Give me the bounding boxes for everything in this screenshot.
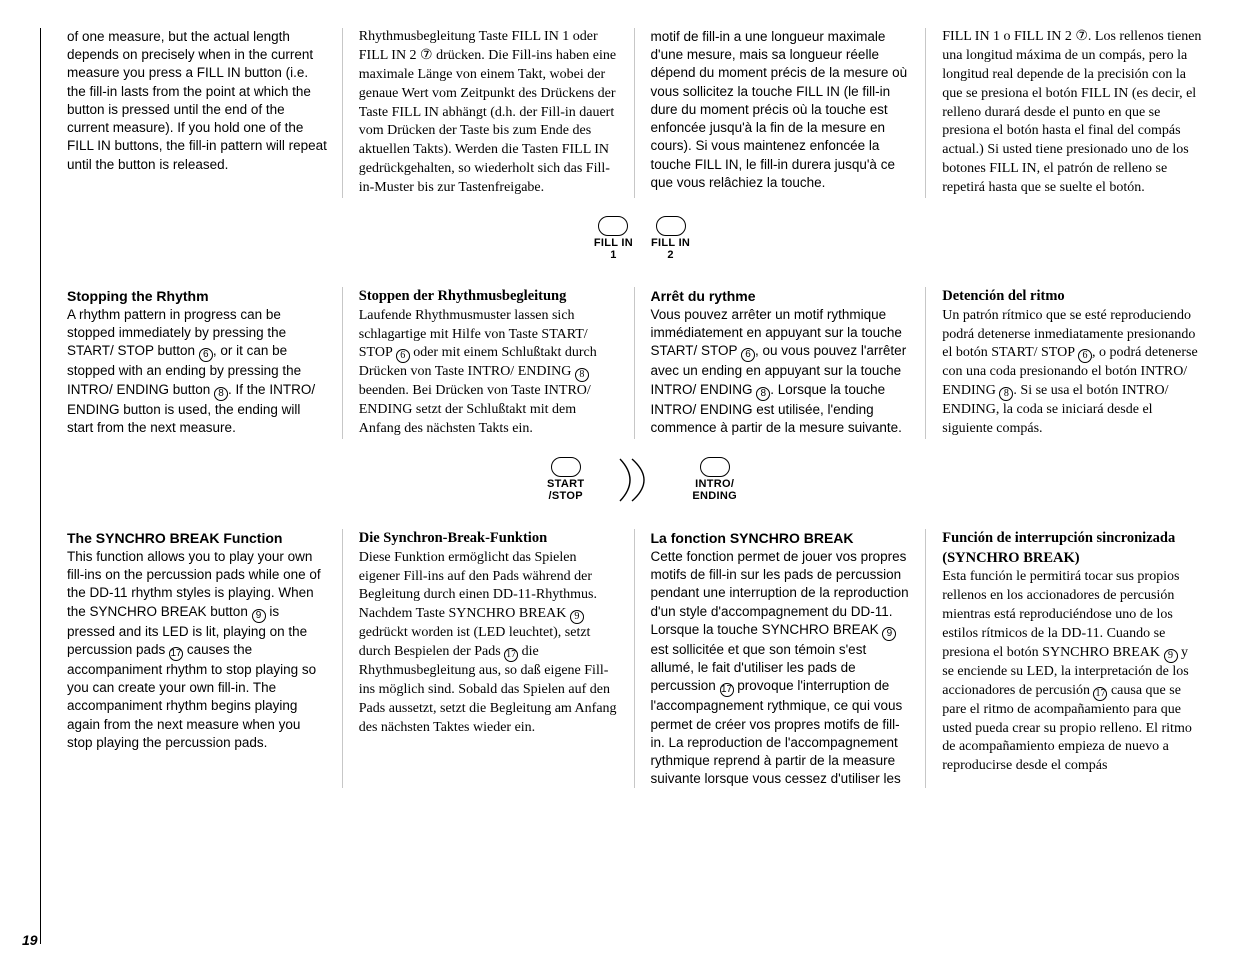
text-fr-3c: provoque l'interruption de l'accompagnem… (651, 678, 903, 786)
button-shape-icon (598, 216, 628, 236)
heading-de-3: Die Synchron-Break-Funktion (359, 529, 620, 549)
start-stop-button-graphic: START /STOP (547, 457, 584, 502)
circled-17-icon: 17 (1093, 687, 1107, 701)
heading-en-2: Stopping the Rhythm (67, 287, 328, 306)
col-fr-1: motif de fill-in a une longueur maximale… (651, 28, 927, 198)
figure-fill-in-buttons: FILL IN 1 FILL IN 2 (67, 216, 1217, 261)
fillin1-label-top: FILL IN (594, 237, 633, 249)
section-synchro-row: The SYNCHRO BREAK Function This function… (67, 529, 1217, 788)
col-es-2: Detención del ritmo Un patrón rítmico qu… (942, 287, 1217, 439)
circled-17-icon: 17 (169, 647, 183, 661)
text-en-3c: causes the accompaniment rhythm to stop … (67, 642, 316, 750)
button-shape-icon (700, 457, 730, 477)
circled-6-icon: 6 (741, 348, 755, 362)
heading-fr-2: Arrêt du rythme (651, 287, 912, 306)
circled-8-icon: 8 (214, 387, 228, 401)
section-stopping-row: Stopping the Rhythm A rhythm pattern in … (67, 287, 1217, 439)
section-fill-in-row: of one measure, but the actual length de… (67, 28, 1217, 198)
circled-6-icon: 6 (396, 349, 410, 363)
col-fr-3: La fonction SYNCHRO BREAK Cette fonction… (651, 529, 927, 788)
col-en-3: The SYNCHRO BREAK Function This function… (67, 529, 343, 788)
fill-in-1-button-graphic: FILL IN 1 (594, 216, 633, 261)
text-fr-1: motif de fill-in a une longueur maximale… (651, 29, 908, 190)
circled-17-icon: 17 (504, 648, 518, 662)
col-es-3: Función de interrupción sincronizada (SY… (942, 529, 1217, 788)
col-de-1: Rhythmusbegleitung Taste FILL IN 1 oder … (359, 28, 635, 198)
text-de-3b: gedrückt worden ist (LED leuchtet), setz… (359, 625, 591, 659)
col-fr-2: Arrêt du rythme Vous pouvez arrêter un m… (651, 287, 927, 439)
text-en-1: of one measure, but the actual length de… (67, 29, 327, 172)
fillin1-label-bottom: 1 (610, 249, 616, 261)
heading-es-3: Función de interrupción sincronizada (SY… (942, 529, 1203, 568)
fillin2-label-top: FILL IN (651, 237, 690, 249)
startstop-label-bottom: /STOP (549, 490, 583, 502)
circled-9-icon: 9 (882, 627, 896, 641)
text-de-2c: beenden. Bei Drücken von Taste INTRO/ EN… (359, 383, 591, 436)
page-frame: of one measure, but the actual length de… (40, 28, 1217, 944)
text-de-3a: Diese Funktion ermöglicht das Spielen ei… (359, 550, 597, 622)
circled-9-icon: 9 (570, 610, 584, 624)
intro-ending-button-graphic: INTRO/ ENDING (692, 457, 737, 502)
col-de-2: Stoppen der Rhythmusbegleitung Laufende … (359, 287, 635, 439)
circled-9-icon: 9 (1164, 649, 1178, 663)
heading-fr-3: La fonction SYNCHRO BREAK (651, 529, 912, 548)
page-number: 19 (22, 932, 38, 948)
button-shape-icon (551, 457, 581, 477)
circled-6-icon: 6 (1078, 349, 1092, 363)
col-de-3: Die Synchron-Break-Funktion Diese Funkti… (359, 529, 635, 788)
text-es-1: FILL IN 1 o FILL IN 2 ⑦. Los rellenos ti… (942, 29, 1201, 195)
text-fr-3a: Cette fonction permet de jouer vos propr… (651, 549, 909, 637)
circled-9-icon: 9 (252, 609, 266, 623)
introending-label-top: INTRO/ (695, 478, 734, 490)
heading-es-2: Detención del ritmo (942, 287, 1203, 307)
figure-startstop-introending: START /STOP INTRO/ ENDING (67, 457, 1217, 503)
text-de-1: Rhythmusbegleitung Taste FILL IN 1 oder … (359, 29, 616, 195)
circled-8-icon: 8 (999, 387, 1013, 401)
heading-en-3: The SYNCHRO BREAK Function (67, 529, 328, 548)
circled-6-icon: 6 (199, 348, 213, 362)
col-en-1: of one measure, but the actual length de… (67, 28, 343, 198)
introending-label-bottom: ENDING (692, 490, 737, 502)
text-es-3a: Esta función le permitirá tocar sus prop… (942, 569, 1179, 660)
col-en-2: Stopping the Rhythm A rhythm pattern in … (67, 287, 343, 439)
curve-divider-icon (612, 457, 664, 503)
col-es-1: FILL IN 1 o FILL IN 2 ⑦. Los rellenos ti… (942, 28, 1217, 198)
circled-8-icon: 8 (756, 387, 770, 401)
startstop-label-top: START (547, 478, 584, 490)
text-en-3a: This function allows you to play your ow… (67, 549, 321, 619)
fillin2-label-bottom: 2 (667, 249, 673, 261)
button-shape-icon (656, 216, 686, 236)
circled-17-icon: 17 (720, 683, 734, 697)
fill-in-2-button-graphic: FILL IN 2 (651, 216, 690, 261)
circled-8-icon: 8 (575, 368, 589, 382)
heading-de-2: Stoppen der Rhythmusbegleitung (359, 287, 620, 307)
